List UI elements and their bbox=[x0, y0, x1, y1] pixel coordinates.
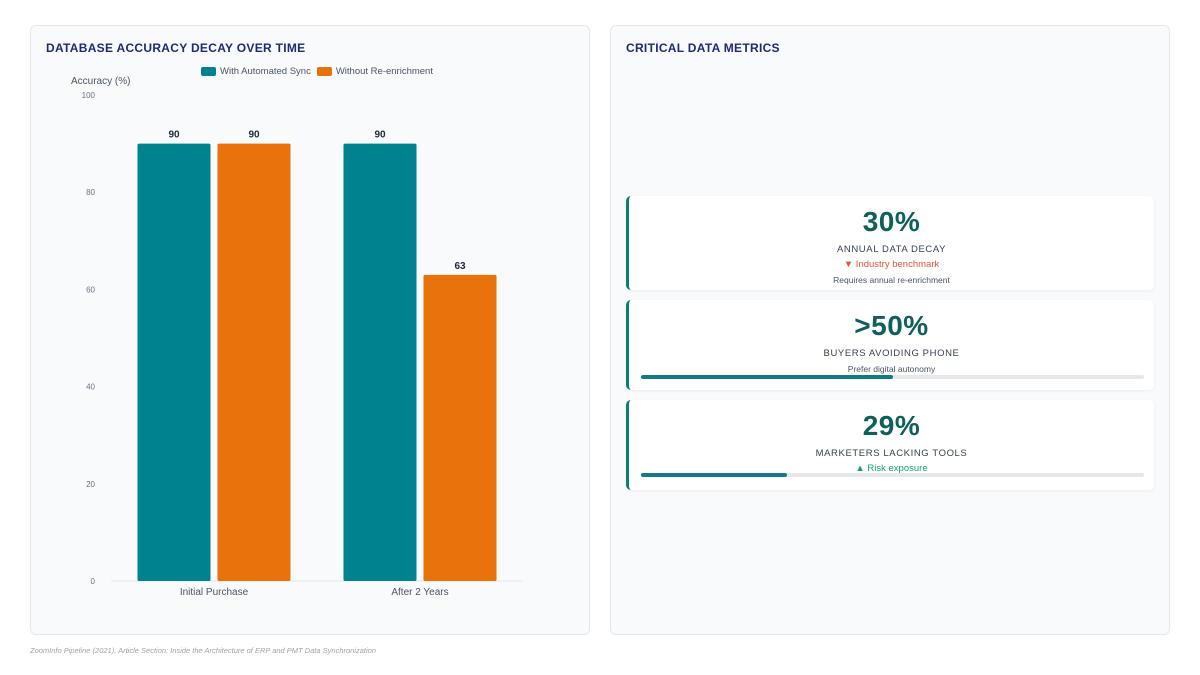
bar-value-label: 63 bbox=[454, 261, 466, 272]
metric-trend: ▲ Risk exposure bbox=[855, 463, 928, 474]
metrics-panel: CRITICAL DATA METRICS 30% ANNUAL DATA DE… bbox=[610, 25, 1170, 635]
legend-label-without-reenrichment: Without Re-enrichment bbox=[335, 66, 433, 77]
bar-chart: Accuracy (%) 0 20 40 60 80 100 90 90 Initial Purc… bbox=[71, 76, 523, 598]
metric-label: ANNUAL DATA DECAY bbox=[836, 244, 947, 255]
metric-note: Requires annual re-enrichment bbox=[833, 275, 950, 285]
metric-value: >50% bbox=[854, 310, 929, 341]
metrics-title: CRITICAL DATA METRICS bbox=[626, 41, 780, 55]
metric-label: BUYERS AVOIDING PHONE bbox=[823, 348, 960, 359]
y-tick-label: 60 bbox=[86, 285, 95, 294]
legend-label-automated-sync: With Automated Sync bbox=[220, 66, 311, 77]
chart-title: DATABASE ACCURACY DECAY OVER TIME bbox=[46, 41, 306, 55]
bar-value-label: 90 bbox=[374, 130, 386, 141]
metric-card-annual-decay: 30% ANNUAL DATA DECAY ▼ Industry benchma… bbox=[626, 196, 1154, 290]
metric-value: 29% bbox=[862, 410, 921, 441]
bar-without-reenrichment bbox=[423, 274, 497, 581]
metric-value: 30% bbox=[862, 206, 921, 237]
metric-note: Prefer digital autonomy bbox=[847, 364, 936, 374]
y-axis-label: Accuracy (%) bbox=[71, 76, 130, 87]
bar-without-reenrichment bbox=[217, 143, 291, 581]
y-tick-label: 100 bbox=[82, 91, 96, 100]
y-tick-label: 40 bbox=[86, 383, 95, 392]
metric-trend: ▼ Industry benchmark bbox=[843, 259, 940, 270]
source-footnote: ZoomInfo Pipeline (2021), Article Sectio… bbox=[30, 646, 377, 655]
y-tick-label: 20 bbox=[86, 480, 95, 489]
metric-card-buyers-avoiding-phone: >50% BUYERS AVOIDING PHONE Prefer digita… bbox=[626, 300, 1154, 390]
progress-bar bbox=[641, 375, 1144, 379]
x-tick-label: After 2 Years bbox=[391, 587, 448, 598]
legend-item-without-reenrichment[interactable]: Without Re-enrichment bbox=[316, 66, 433, 77]
y-tick-label: 80 bbox=[86, 188, 95, 197]
bar-value-label: 90 bbox=[168, 130, 180, 141]
chart-legend: With Automated Sync Without Re-enrichmen… bbox=[201, 66, 433, 77]
legend-swatch-automated-sync bbox=[201, 67, 216, 76]
progress-fill bbox=[641, 375, 893, 379]
y-tick-label: 0 bbox=[91, 577, 96, 586]
legend-swatch-without-reenrichment bbox=[316, 67, 332, 76]
progress-fill bbox=[641, 473, 787, 477]
bar-automated-sync bbox=[137, 143, 211, 581]
accuracy-chart-panel: DATABASE ACCURACY DECAY OVER TIME With A… bbox=[30, 25, 590, 635]
progress-bar bbox=[641, 473, 1144, 477]
bar-automated-sync bbox=[343, 143, 417, 581]
metric-card-marketers-lacking-tools: 29% MARKETERS LACKING TOOLS ▲ Risk expos… bbox=[626, 400, 1154, 490]
metric-label: MARKETERS LACKING TOOLS bbox=[815, 448, 968, 459]
legend-item-automated-sync[interactable]: With Automated Sync bbox=[201, 66, 311, 77]
x-tick-label: Initial Purchase bbox=[180, 587, 249, 598]
bar-value-label: 90 bbox=[248, 130, 260, 141]
